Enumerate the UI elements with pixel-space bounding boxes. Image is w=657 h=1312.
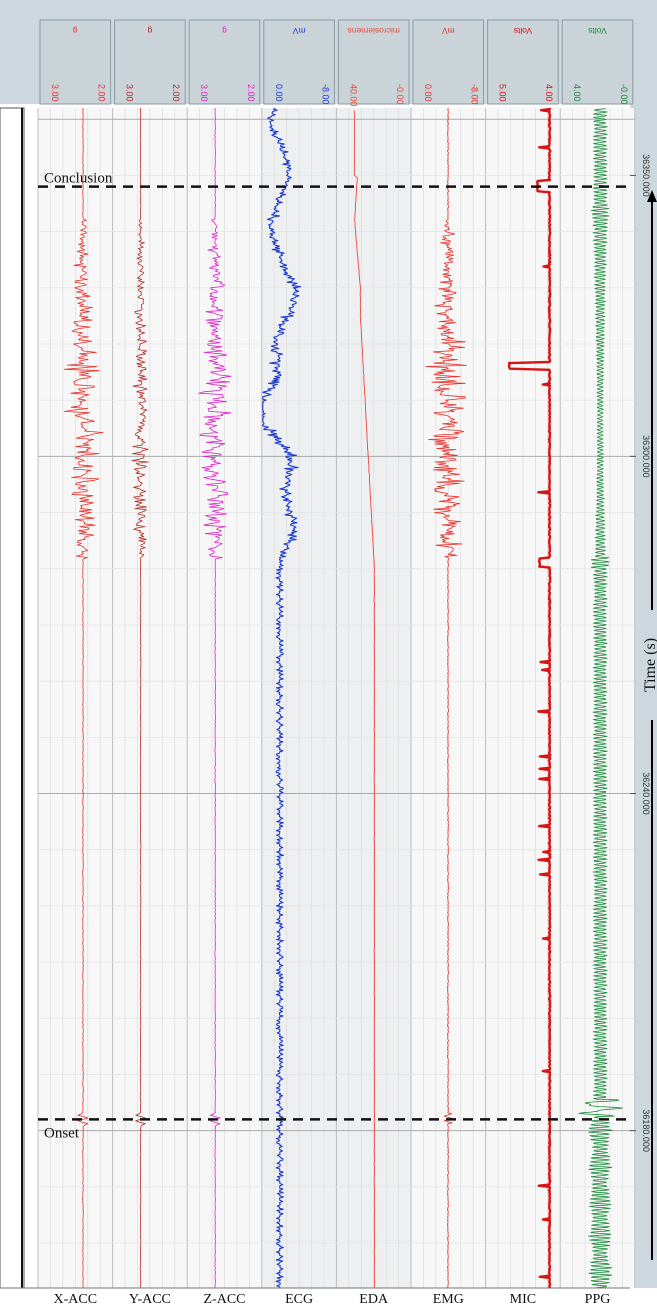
channel-unit: microsiemens [347,26,399,36]
trace-eda [353,110,376,1289]
channel-header-mic [487,19,559,105]
channel-header-emg [412,19,485,105]
time-axis-title: Time (s) [642,638,657,692]
trace-x-acc [64,107,104,1289]
channel-scale-label: 3.00 [50,84,60,102]
grid [37,108,636,1288]
channel-scale-label: 3.00 [125,84,135,102]
channel-header-ecg [263,19,335,105]
channel-label-eda: EDA [359,1292,389,1307]
channel-unit: Volts [514,26,532,36]
channel-headers: g 3.00 2.00 g 3.00 2.00 g 3.00 2.00 mV 0.00 -8.00 mi… [39,19,634,107]
time-arrow-head [647,190,657,202]
marker-label-onset: Onset [44,1125,80,1141]
channel-labels: X-ACC Y-ACC Z-ACC ECG EDA EMG MIC PPG [54,1292,611,1307]
channel-label-z-acc: Z-ACC [204,1292,246,1307]
channel-label-x-acc: X-ACC [54,1292,98,1307]
channel-scale-label: -0.00 [619,84,629,105]
channel-scale-label: 40.00 [348,84,358,107]
time-tick-label: 36350.000 [641,154,651,197]
trace-ppg [578,108,623,1289]
time-tick-label: 36300.000 [641,435,651,478]
channel-scale-label: 2.00 [97,84,107,102]
channel-header-eda [337,19,410,105]
channel-scale-label: 4.00 [572,84,582,102]
channel-label-mic: MIC [510,1292,536,1307]
time-axis: 36180.000 36240.000 36300.000 36350.000 Time… [630,154,657,1260]
time-tick-label: 36240.000 [641,772,651,815]
channel-scale-label: 5.00 [498,84,508,102]
channel-header-z-acc [188,19,261,105]
channel-scale-label: -8.00 [470,84,480,105]
channel-header-y-acc [114,19,186,105]
left-frame [0,107,25,1289]
footer-band [0,1288,657,1307]
trace-emg [425,108,467,1288]
channel-scale-label: -0.00 [395,84,405,105]
marker-label-conclusion: Conclusion [44,171,113,187]
channel-unit: g [222,26,227,36]
time-tick-label: 36180.000 [641,1109,651,1152]
channel-scale-label: 4.00 [544,84,554,102]
channel-unit: mV [442,26,455,36]
trace-y-acc [131,107,149,1289]
channel-header-ppg [561,19,634,105]
channel-scale-label: 0.00 [423,84,433,102]
channel-unit: mV [292,26,305,36]
channel-label-emg: EMG [433,1292,464,1307]
channel-scale-label: 3.00 [199,84,209,102]
trace-z-acc [198,107,232,1289]
channel-scale-label: 0.00 [274,84,284,102]
event-markers: Onset Conclusion [38,171,630,1141]
trace-mic [507,107,552,1289]
channel-unit: g [147,26,152,36]
channel-scale-label: 2.00 [171,84,181,102]
channel-header-x-acc [39,19,112,105]
channel-unit: Volts [588,26,606,36]
channel-scale-label: 2.00 [246,84,256,102]
channel-unit: g [73,26,78,36]
trace-ecg [262,107,302,1289]
channel-label-y-acc: Y-ACC [129,1292,171,1307]
time-label-bg [638,610,657,720]
channel-scale-label: -8.00 [320,84,330,105]
channel-label-ecg: ECG [285,1292,313,1307]
channel-label-ppg: PPG [585,1292,611,1307]
